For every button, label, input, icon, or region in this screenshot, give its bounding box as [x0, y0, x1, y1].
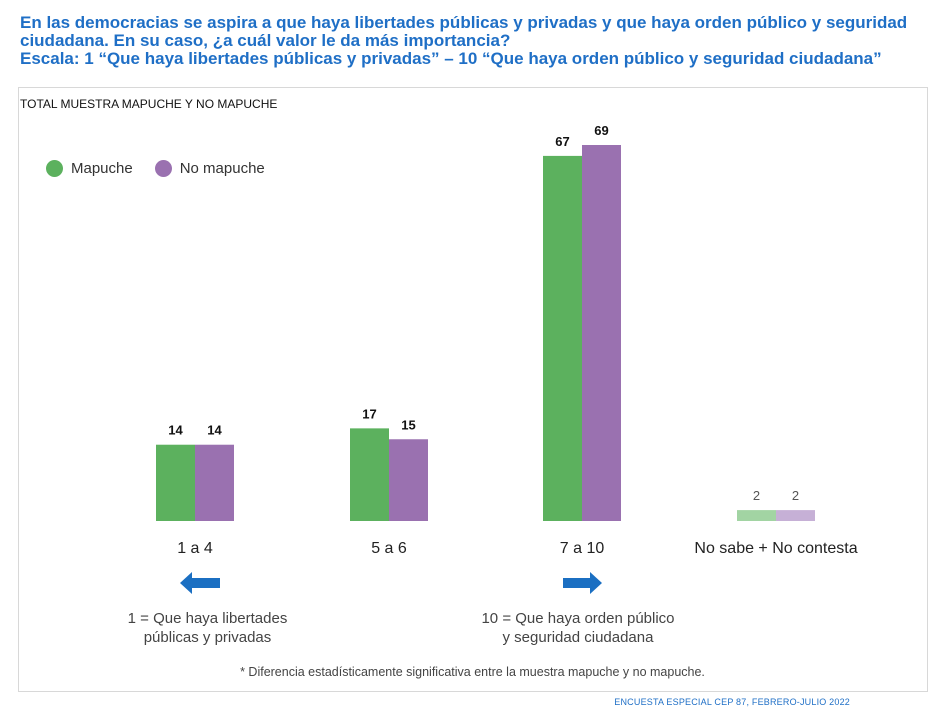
data-label-no-mapuche-0: 14	[207, 423, 222, 438]
data-label-no-mapuche-2: 69	[594, 123, 608, 138]
category-label-1: 5 a 6	[371, 540, 407, 557]
note-left-line-1: 1 = Que haya libertades	[127, 610, 288, 627]
bar-no-mapuche-1	[389, 439, 428, 521]
bar-no-mapuche-2	[582, 145, 621, 521]
data-label-mapuche-2: 67	[555, 134, 569, 149]
data-label-no-mapuche-1: 15	[401, 417, 415, 432]
bar-mapuche-3	[737, 510, 776, 521]
category-label-0: 1 a 4	[177, 540, 213, 557]
data-label-mapuche-1: 17	[362, 406, 376, 421]
arrow-right-icon	[563, 572, 602, 594]
legend: Mapuche No mapuche	[46, 160, 287, 177]
arrow-left-icon	[180, 572, 220, 594]
heading-line-3: Escala: 1 “Que haya libertades públicas …	[20, 49, 882, 68]
note-right-line-2: y seguridad ciudadana	[502, 629, 654, 646]
data-label-mapuche-3: 2	[753, 488, 760, 503]
labels-layer: 14 14 1 a 4 17 15 5 a 6 67 69 7 a 10 2 2 No sabe + …	[168, 123, 857, 557]
bar-no-mapuche-0	[195, 444, 234, 521]
legend-swatch-mapuche	[46, 160, 63, 177]
bars-layer	[156, 145, 815, 521]
chart-subtitle: TOTAL MUESTRA MAPUCHE Y NO MAPUCHE	[20, 97, 278, 111]
legend-swatch-no-mapuche	[154, 160, 172, 177]
heading-line-1: En las democracias se aspira a que haya …	[20, 13, 908, 32]
bar-no-mapuche-3	[776, 510, 815, 521]
heading-line-2: ciudadana. En su caso, ¿a cuál valor le …	[20, 31, 511, 50]
note-right: 10 = Que haya orden público y seguridad …	[458, 609, 698, 647]
bar-mapuche-1	[350, 428, 389, 521]
legend-item-no-mapuche: No mapuche	[154, 160, 265, 177]
chart-frame	[18, 87, 928, 692]
legend-label-no-mapuche: No mapuche	[179, 160, 265, 177]
legend-item-mapuche: Mapuche	[46, 160, 133, 177]
chart-heading: En las democracias se aspira a que haya …	[20, 14, 925, 68]
category-label-3: No sabe + No contesta	[694, 540, 857, 557]
data-label-no-mapuche-3: 2	[792, 488, 799, 503]
source-note: ENCUESTA ESPECIAL CEP 87, FEBRERO-JULIO …	[614, 697, 850, 707]
note-left-line-2: públicas y privadas	[143, 629, 272, 646]
category-label-2: 7 a 10	[560, 540, 605, 557]
bar-mapuche-2	[543, 155, 582, 521]
data-label-mapuche-0: 14	[168, 423, 183, 438]
note-right-line-1: 10 = Que haya orden público	[481, 610, 675, 627]
footnote: * Diferencia estadísticamente significat…	[240, 665, 705, 679]
legend-label-mapuche: Mapuche	[71, 160, 133, 177]
note-left: 1 = Que haya libertades públicas y priva…	[105, 609, 310, 647]
bar-mapuche-0	[156, 444, 195, 521]
